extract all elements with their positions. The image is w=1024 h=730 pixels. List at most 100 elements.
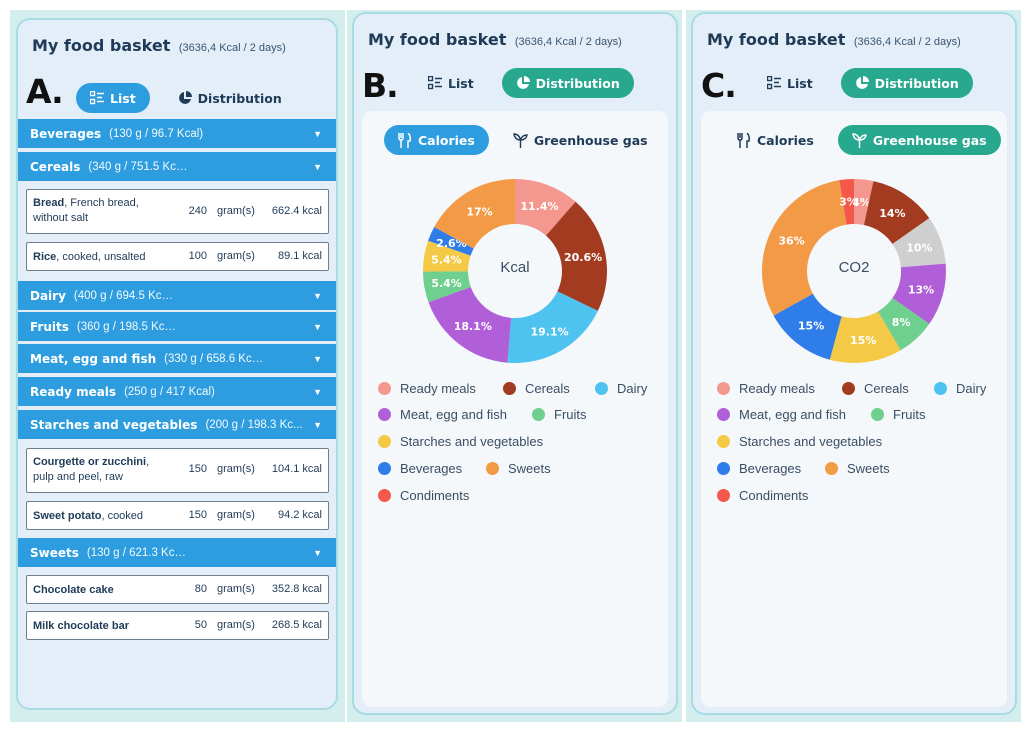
food-item-name: Rice, cooked, unsalted [33,251,146,263]
donut-slice[interactable] [434,179,515,249]
legend-item-ready-meals: Ready meals [717,381,815,396]
page-title: My food basket [368,30,507,49]
legend-dot [871,408,884,421]
food-item-name: Courgette or zucchini, pulp and peel, ra… [33,456,150,483]
food-item-milk-chocolate-bar[interactable]: Milk chocolate bar 50 gram(s) 268.5 kcal [26,611,329,640]
donut-slice[interactable] [863,181,930,244]
slice-label: 11.4% [520,200,558,213]
legend-item-sweets: Sweets [486,461,551,476]
view-toggle: List Distribution [76,83,296,113]
distribution-tab[interactable]: Distribution [164,83,296,113]
category-starches-vegetables[interactable]: Starches and vegetables (200 g / 198.3 K… [18,410,336,439]
legend-dot [842,382,855,395]
legend-item-dairy: Dairy [934,381,986,396]
legend-item-beverages: Beverages [717,461,801,476]
category-dairy[interactable]: Dairy (400 g / 694.5 Kcal) ▼ [18,281,336,310]
panel-letter-c: C. [701,66,737,105]
slice-label: 17% [466,205,492,218]
donut-slice[interactable] [428,286,512,363]
donut-center-label: CO2 [838,259,870,276]
food-item-sweet-potato[interactable]: Sweet potato, cooked 150 gram(s) 94.2 kc… [26,501,329,530]
category-fruits[interactable]: Fruits (360 g / 198.5 Kcal) ▼ [18,312,336,341]
pie-chart-icon [516,76,530,90]
legend-item-starches-vegetables: Starches and vegetables [378,434,543,449]
category-ready-meals[interactable]: Ready meals (250 g / 417 Kcal) ▼ [18,377,336,406]
slice-label: 19.1% [530,325,568,338]
legend-dot [378,382,391,395]
greenhouse-gas-tab-label: Greenhouse gas [872,132,987,148]
list-icon [428,76,442,90]
food-item-bread[interactable]: Bread, French bread, without salt 240 gr… [26,189,329,234]
calories-donut-chart: 11.4%20.6%19.1%18.1%5.4%5.4%2.6%17% [423,179,607,363]
donut-slice[interactable] [892,218,946,268]
chevron-down-icon: ▼ [313,161,322,172]
donut-slice[interactable] [507,291,598,363]
distribution-tab[interactable]: Distribution [501,68,634,98]
calories-tab-label: Calories [757,132,814,148]
donut-slice[interactable] [854,179,874,226]
category-name: Fruits [30,319,69,334]
donut-slice[interactable] [428,227,474,256]
legend-item-dairy: Dairy [595,381,647,396]
panel-c: My food basket (3636,4 Kcal / 2 days) C.… [686,10,1021,722]
food-item-kcal: 104.1 kcal [271,463,322,475]
category-meat-egg-fish[interactable]: Meat, egg and fish (330 g / 658.6 Kcal) … [18,344,336,373]
greenhouse-gas-card: My food basket (3636,4 Kcal / 2 days) C.… [691,12,1017,715]
metric-toggle: Calories Greenhouse gas [384,125,662,155]
slice-label: 4% [852,196,871,209]
donut-slice[interactable] [423,240,471,272]
legend-dot [378,408,391,421]
food-item-name: Sweet potato, cooked [33,510,144,522]
legend-dot [486,462,499,475]
category-name: Dairy [30,288,66,303]
distribution-tab-label: Distribution [874,75,959,91]
food-item-unit: gram(s) [217,463,255,475]
slice-label: 20.6% [564,251,602,264]
donut-slice[interactable] [423,271,471,303]
food-item-rice[interactable]: Rice, cooked, unsalted 100 gram(s) 89.1 … [26,242,329,271]
calories-tab[interactable]: Calories [384,125,489,155]
legend-dot [378,462,391,475]
slice-label: 8% [892,316,911,329]
greenhouse-gas-tab[interactable]: Greenhouse gas [837,125,1001,155]
list-card: My food basket (3636,4 Kcal / 2 days) A.… [16,18,338,710]
category-beverages[interactable]: Beverages (130 g / 96.7 Kcal) ▼ [18,119,336,148]
category-cereals[interactable]: Cereals (340 g / 751.5 Kcal) ▼ [18,152,336,181]
donut-slice[interactable] [773,293,842,360]
list-tab[interactable]: List [76,83,150,113]
basket-header: My food basket (3636,4 Kcal / 2 days) [32,36,286,56]
legend-dot [378,435,391,448]
legend-dot [532,408,545,421]
donut-slice[interactable] [892,263,946,324]
chart-area: Calories Greenhouse gas 11.4% 20.6% 19.1% 1… [362,111,668,707]
greenhouse-gas-tab[interactable]: Greenhouse gas [499,125,662,155]
pie-chart-icon [178,91,192,105]
donut-slice[interactable] [839,179,854,225]
donut-slice[interactable] [545,201,607,311]
food-item-kcal: 268.5 kcal [271,619,322,631]
category-meta: (340 g / 751.5 Kcal) [88,160,189,173]
list-tab[interactable]: List [414,68,488,98]
legend-item-fruits: Fruits [532,407,587,422]
view-toggle: List Distribution [753,68,973,98]
category-sweets[interactable]: Sweets (130 g / 621.3 Kcal) ▼ [18,538,336,567]
donut-slice[interactable] [762,180,847,316]
view-toggle: List Distribution [414,68,634,98]
list-tab[interactable]: List [753,68,827,98]
food-item-chocolate-cake[interactable]: Chocolate cake 80 gram(s) 352.8 kcal [26,575,329,604]
donut-slice[interactable] [515,179,576,236]
chevron-down-icon: ▼ [313,386,322,397]
donut-center-label: Kcal [500,259,530,276]
food-item-kcal: 352.8 kcal [271,583,322,595]
food-item-courgette[interactable]: Courgette or zucchini, pulp and peel, ra… [26,448,329,493]
fork-knife-icon [398,132,412,148]
slice-label: 10% [906,241,932,254]
legend-dot [934,382,947,395]
panel-letter-b: B. [362,66,399,105]
donut-slice[interactable] [877,298,930,351]
distribution-tab[interactable]: Distribution [840,68,973,98]
calories-tab[interactable]: Calories [723,125,828,155]
category-name: Starches and vegetables [30,417,198,432]
legend-dot [717,435,730,448]
donut-slice[interactable] [829,311,901,363]
